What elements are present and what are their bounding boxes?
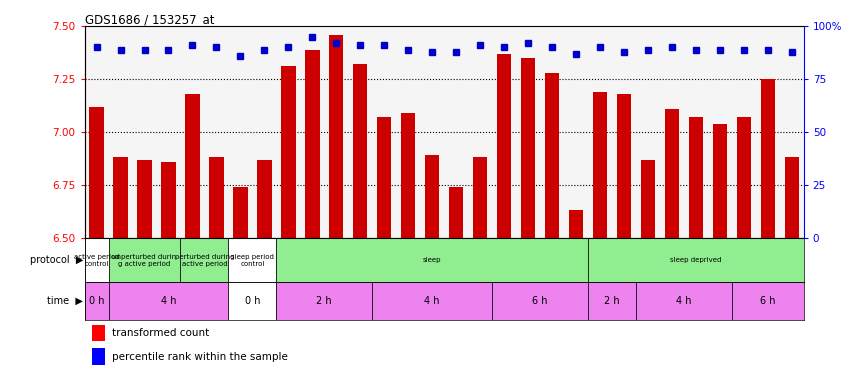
Bar [377,117,392,238]
Bar [353,64,367,238]
Text: time  ▶: time ▶ [47,296,83,306]
Text: perturbed during
active period: perturbed during active period [175,254,234,267]
Text: 0 h: 0 h [244,296,260,306]
Bar [209,158,223,238]
Bar [588,238,804,282]
Bar [108,282,228,320]
Bar [761,79,775,238]
Bar [305,50,320,238]
Bar [593,92,607,238]
Text: sleep: sleep [423,257,442,263]
Bar [233,187,248,238]
Bar [732,282,804,320]
Bar [665,109,679,238]
Bar [712,124,727,238]
Text: active period
control: active period control [74,254,119,267]
Text: GDS1686 / 153257_at: GDS1686 / 153257_at [85,13,214,26]
Bar [92,324,105,341]
Text: 2 h: 2 h [604,296,620,306]
Text: 4 h: 4 h [161,296,176,306]
Text: 4 h: 4 h [425,296,440,306]
Bar [617,94,631,238]
Text: 6 h: 6 h [532,296,547,306]
Bar [449,187,464,238]
Bar [180,238,228,282]
Bar [185,94,200,238]
Bar [784,158,799,238]
Bar [636,282,732,320]
Bar [329,35,343,238]
Text: 2 h: 2 h [316,296,332,306]
Bar [401,113,415,238]
Bar [545,73,559,238]
Bar [521,58,536,238]
Bar [113,158,128,238]
Text: sleep period
control: sleep period control [231,254,274,267]
Bar [569,210,583,238]
Bar [277,238,588,282]
Text: sleep deprived: sleep deprived [670,257,722,263]
Bar [372,282,492,320]
Bar [473,158,487,238]
Bar [257,159,272,238]
Bar [588,282,636,320]
Bar [497,54,511,238]
Bar [640,159,655,238]
Bar [85,282,108,320]
Bar [90,106,104,238]
Bar [277,282,372,320]
Bar [108,238,180,282]
Text: 6 h: 6 h [760,296,776,306]
Bar [92,348,105,365]
Bar [425,155,439,238]
Bar [492,282,588,320]
Text: transformed count: transformed count [112,328,209,338]
Bar [689,117,703,238]
Bar [85,238,108,282]
Text: 4 h: 4 h [676,296,691,306]
Bar [737,117,751,238]
Text: 0 h: 0 h [89,296,104,306]
Bar [137,159,151,238]
Bar [228,238,277,282]
Text: protocol  ▶: protocol ▶ [30,255,83,265]
Text: percentile rank within the sample: percentile rank within the sample [112,352,288,362]
Bar [228,282,277,320]
Bar [281,66,295,238]
Bar [162,162,176,238]
Text: unperturbed durin
g active period: unperturbed durin g active period [113,254,177,267]
